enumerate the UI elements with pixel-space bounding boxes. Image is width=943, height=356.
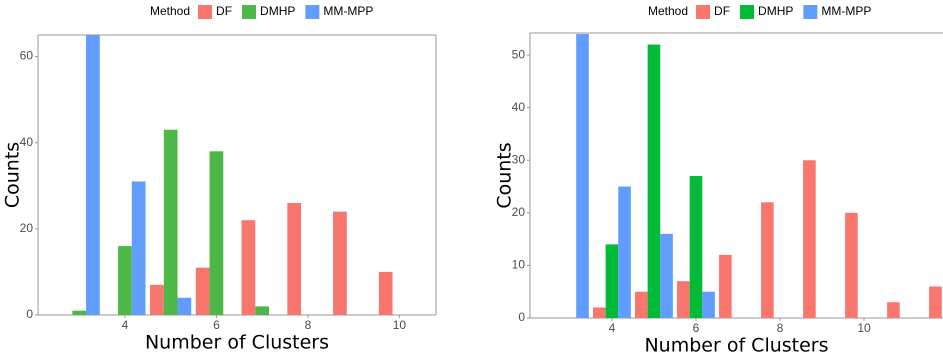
bar: [677, 281, 690, 318]
bar: [761, 202, 774, 318]
legend-swatch: [803, 5, 818, 19]
y-tick-label: 30: [512, 152, 526, 166]
y-tick-label: 10: [512, 258, 526, 272]
bar: [86, 35, 100, 315]
y-tick-label: 0: [518, 310, 525, 324]
bar: [929, 286, 942, 318]
bar: [195, 267, 210, 315]
x-axis-title: Number of Clusters: [145, 332, 329, 354]
y-tick-label: 0: [26, 307, 33, 321]
x-tick-label: 8: [305, 318, 312, 332]
legend-label: DF: [714, 4, 730, 18]
y-tick-label: 40: [512, 100, 526, 114]
bar: [702, 291, 715, 318]
bar: [719, 254, 732, 318]
bar: [605, 244, 619, 318]
bar: [163, 129, 178, 315]
x-tick-label: 4: [609, 321, 616, 335]
legend-label: MM-MPP: [821, 4, 871, 18]
bar: [118, 246, 132, 315]
y-tick-label: 20: [20, 221, 34, 235]
x-tick-label: 8: [777, 321, 784, 335]
bar: [803, 160, 816, 318]
y-tick-label: 60: [20, 49, 34, 63]
bar: [887, 302, 900, 318]
legend-swatch: [305, 5, 320, 19]
bar: [618, 186, 631, 318]
legend-label: DMHP: [260, 4, 295, 18]
x-tick-label: 10: [857, 321, 871, 335]
bar: [845, 212, 858, 318]
legend-swatch: [242, 5, 257, 19]
x-tick-label: 4: [122, 318, 129, 332]
bar: [647, 44, 661, 318]
y-tick-label: 40: [20, 135, 34, 149]
bar: [333, 211, 347, 315]
bar: [576, 34, 589, 318]
bar: [593, 307, 606, 318]
bar: [660, 233, 673, 318]
x-tick-label: 6: [693, 321, 700, 335]
legend-swatch: [740, 5, 755, 19]
bar: [209, 151, 224, 315]
legend-label: DMHP: [758, 4, 793, 18]
legend-title: Method: [150, 4, 190, 18]
bar: [287, 203, 302, 315]
legend-title: Method: [648, 4, 688, 18]
y-tick-label: 20: [512, 205, 526, 219]
y-axis-title: Counts: [2, 142, 24, 208]
bar: [72, 310, 87, 315]
bar: [255, 306, 270, 315]
x-axis-title: Number of Clusters: [644, 335, 828, 356]
bar: [131, 181, 146, 315]
bar: [177, 297, 192, 315]
legend-swatch: [198, 5, 213, 19]
y-tick-label: 50: [512, 47, 526, 61]
bar: [150, 284, 164, 315]
bar: [689, 176, 703, 318]
legend-label: MM-MPP: [323, 4, 373, 18]
legend-label: DF: [216, 4, 232, 18]
y-axis-title: Counts: [494, 142, 516, 208]
bar: [635, 291, 648, 318]
x-tick-label: 10: [393, 318, 407, 332]
legend-swatch: [696, 5, 711, 19]
bar: [241, 220, 256, 315]
bar: [378, 271, 393, 315]
x-tick-label: 6: [213, 318, 220, 332]
